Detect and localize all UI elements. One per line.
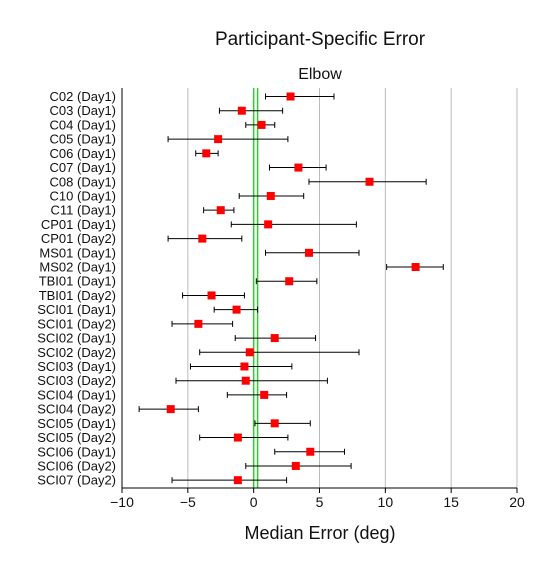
x-tick-label-1: −5 (180, 494, 196, 510)
category-label-19: SCI03 (Day1) (37, 359, 116, 374)
category-label-20: SCI03 (Day2) (37, 373, 116, 388)
median-marker-15 (232, 305, 241, 314)
median-marker-9 (264, 220, 273, 229)
x-tick-label-5: 15 (443, 494, 459, 510)
median-marker-25 (306, 447, 315, 456)
median-marker-18 (245, 348, 254, 357)
y-axis-categories: C02 (Day1)C03 (Day1)C04 (Day1)C05 (Day1)… (37, 88, 123, 488)
median-marker-20 (241, 376, 250, 385)
median-marker-2 (257, 120, 266, 129)
category-label-9: CP01 (Day1) (41, 217, 116, 232)
gridlines (187, 88, 518, 488)
median-marker-16 (194, 319, 203, 328)
category-label-22: SCI04 (Day2) (37, 402, 116, 417)
category-label-8: C11 (Day1) (50, 203, 116, 218)
median-marker-13 (285, 277, 294, 286)
median-marker-22 (166, 405, 175, 414)
median-marker-19 (240, 362, 249, 371)
category-label-2: C04 (Day1) (50, 117, 116, 132)
category-label-25: SCI06 (Day1) (37, 444, 116, 459)
category-label-1: C03 (Day1) (50, 103, 116, 118)
median-marker-14 (207, 291, 216, 300)
median-marker-6 (365, 177, 374, 186)
category-label-27: SCI07 (Day2) (37, 473, 116, 488)
errorbars (138, 93, 444, 484)
category-label-21: SCI04 (Day1) (37, 387, 116, 402)
category-label-13: TBI01 (Day1) (39, 274, 116, 289)
x-axis: −10 −5 0 5 10 15 20 (110, 487, 525, 510)
median-marker-24 (233, 433, 242, 442)
chart-subtitle: Elbow (298, 66, 342, 83)
median-marker-0 (286, 92, 295, 101)
median-marker-8 (216, 206, 225, 215)
x-tick-label-0: −10 (110, 494, 134, 510)
median-marker-26 (291, 461, 300, 470)
category-label-17: SCI02 (Day1) (37, 331, 116, 346)
category-label-5: C07 (Day1) (50, 160, 116, 175)
median-marker-4 (202, 149, 211, 158)
median-marker-27 (233, 476, 242, 485)
reference-band (252, 88, 259, 488)
category-label-3: C05 (Day1) (50, 132, 116, 147)
median-marker-5 (294, 163, 303, 172)
median-marker-7 (266, 191, 275, 200)
category-label-4: C06 (Day1) (50, 146, 116, 161)
median-marker-11 (304, 248, 313, 257)
median-markers (166, 92, 420, 485)
x-axis-label: Median Error (deg) (244, 523, 395, 543)
x-tick-label-4: 10 (378, 494, 394, 510)
median-marker-12 (411, 263, 420, 272)
median-marker-17 (270, 334, 279, 343)
category-label-26: SCI06 (Day2) (37, 458, 116, 473)
category-label-18: SCI02 (Day2) (37, 345, 116, 360)
category-label-15: SCI01 (Day1) (37, 302, 116, 317)
category-label-16: SCI01 (Day2) (37, 316, 116, 331)
category-label-14: TBI01 (Day2) (39, 288, 116, 303)
median-marker-3 (214, 135, 223, 144)
chart-title: Participant-Specific Error (215, 29, 426, 50)
x-tick-label-6: 20 (509, 494, 525, 510)
category-label-24: SCI05 (Day2) (37, 430, 116, 445)
category-label-6: C08 (Day1) (50, 174, 116, 189)
category-label-23: SCI05 (Day1) (37, 416, 116, 431)
category-label-7: C10 (Day1) (50, 188, 116, 203)
category-label-0: C02 (Day1) (50, 89, 116, 104)
median-marker-23 (270, 419, 279, 428)
category-label-10: CP01 (Day2) (41, 231, 116, 246)
x-tick-label-2: 0 (250, 494, 258, 510)
median-marker-10 (198, 234, 207, 243)
category-label-12: MS02 (Day1) (39, 260, 116, 275)
median-marker-1 (237, 106, 246, 115)
median-marker-21 (260, 390, 269, 399)
category-label-11: MS01 (Day1) (39, 245, 116, 260)
x-tick-label-3: 5 (316, 494, 324, 510)
